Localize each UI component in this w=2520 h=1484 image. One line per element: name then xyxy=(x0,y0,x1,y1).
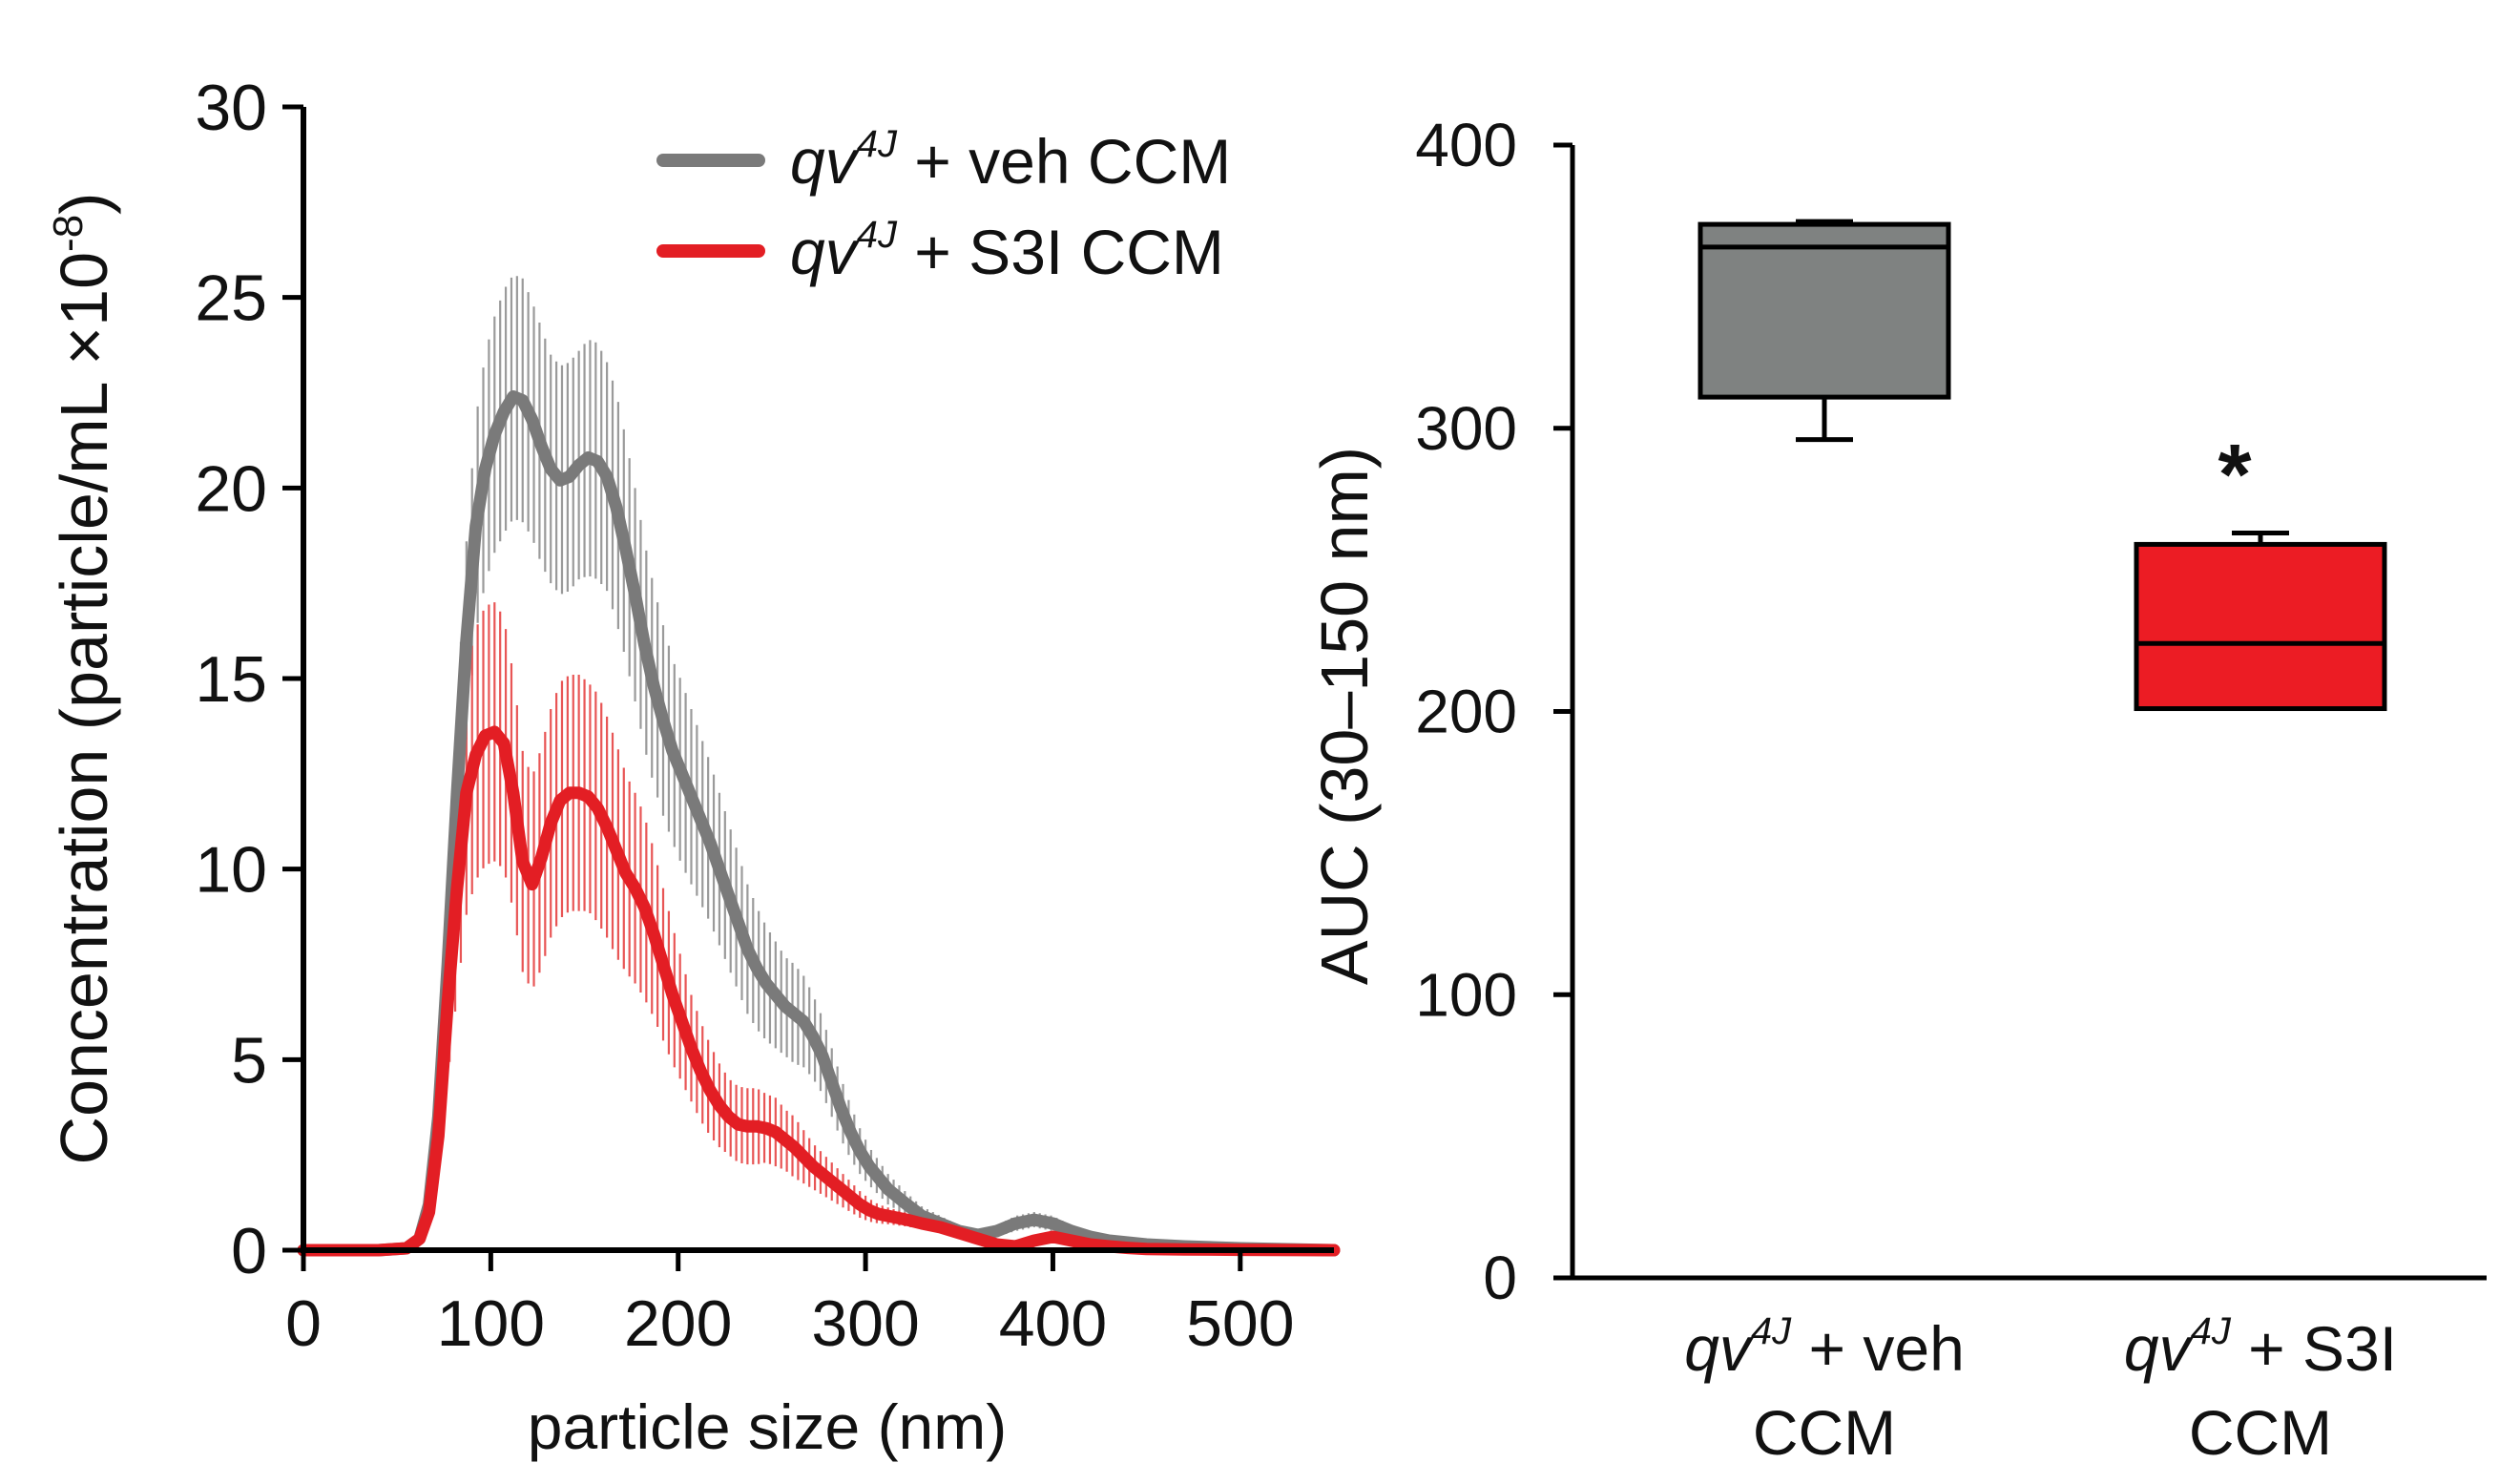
legend-label-s3i-sup: 4J xyxy=(857,214,898,256)
x-ticks-layer: 0 100 200 300 400 500 xyxy=(285,1250,1295,1360)
box-y-ticks-layer: 0 100 200 300 400 xyxy=(1415,111,1572,1312)
y-tick-label: 10 xyxy=(195,834,267,907)
legend-label-veh-prefix: qv xyxy=(790,126,861,197)
box-y-tick-label: 0 xyxy=(1483,1244,1517,1312)
y-tick-label: 20 xyxy=(195,452,267,525)
legend-label-s3i-rest: + S3I CCM xyxy=(897,217,1224,287)
y-tick-label: 5 xyxy=(231,1024,267,1097)
legend-label-veh: qv4J + veh CCM xyxy=(790,123,1231,197)
legend-label-veh-sup: 4J xyxy=(857,123,898,165)
y-axis-label: Concentration (particle/mL ×10-8) xyxy=(45,193,121,1165)
box-s3i xyxy=(2134,541,2387,712)
x-tick-label: 200 xyxy=(624,1287,732,1360)
group-label-s3i-rest: + S3I xyxy=(2231,1313,2397,1384)
y-axis-label-close: ) xyxy=(47,193,121,215)
group-label-veh-prefix: qv xyxy=(1684,1313,1755,1384)
group-label-s3i-line1: qv4J + S3I xyxy=(2124,1310,2397,1384)
group-label-veh: qv4J + veh CCM xyxy=(1684,1310,1965,1468)
group-label-veh-line1: qv4J + veh xyxy=(1684,1310,1965,1384)
x-tick-label: 500 xyxy=(1186,1287,1294,1360)
y-axis-label-exponent: -8 xyxy=(45,215,92,252)
legend-label-veh-rest: + veh CCM xyxy=(897,126,1231,197)
y-tick-label: 15 xyxy=(195,643,267,716)
group-label-veh-sup: 4J xyxy=(1751,1310,1792,1352)
y-axis-label-main: Concentration (particle/mL ×10 xyxy=(47,252,121,1165)
series-lines-layer xyxy=(297,390,1341,1257)
group-label-veh-line2: CCM xyxy=(1753,1397,1896,1468)
group-label-veh-rest: + veh xyxy=(1791,1313,1965,1384)
y-tick-label: 0 xyxy=(231,1215,267,1287)
group-label-s3i: qv4J + S3I CCM xyxy=(2124,1310,2397,1468)
size-distribution-chart: 0 5 10 15 20 25 30 0 100 200 300 400 500 particle s… xyxy=(45,72,1341,1462)
legend: qv4J + veh CCM qv4J + S3I CCM xyxy=(656,123,1231,287)
box-y-tick-label: 200 xyxy=(1415,678,1517,746)
y-tick-label: 25 xyxy=(195,262,267,335)
group-label-s3i-line2: CCM xyxy=(2189,1397,2332,1468)
box-y-tick-label: 300 xyxy=(1415,394,1517,463)
legend-label-s3i-prefix: qv xyxy=(790,217,861,287)
boxes-layer xyxy=(1697,219,2387,712)
y-tick-label: 30 xyxy=(195,72,267,144)
significance-asterisk: * xyxy=(2218,428,2251,523)
series-line-s3i xyxy=(297,725,1341,1257)
box-y-axis-label: AUC (30–150 nm) xyxy=(1307,447,1382,985)
box-y-tick-label: 400 xyxy=(1415,111,1517,179)
x-tick-label: 100 xyxy=(437,1287,545,1360)
x-tick-label: 400 xyxy=(999,1287,1107,1360)
y-ticks-layer: 0 5 10 15 20 25 30 xyxy=(195,72,303,1287)
x-tick-label: 0 xyxy=(285,1287,322,1360)
group-label-s3i-prefix: qv xyxy=(2124,1313,2195,1384)
x-tick-label: 300 xyxy=(811,1287,919,1360)
box-y-tick-label: 100 xyxy=(1415,960,1517,1029)
box-veh xyxy=(1697,221,1951,400)
legend-label-s3i: qv4J + S3I CCM xyxy=(790,214,1224,287)
group-label-s3i-sup: 4J xyxy=(2191,1310,2232,1352)
x-axis-label: particle size (nm) xyxy=(528,1391,1007,1462)
